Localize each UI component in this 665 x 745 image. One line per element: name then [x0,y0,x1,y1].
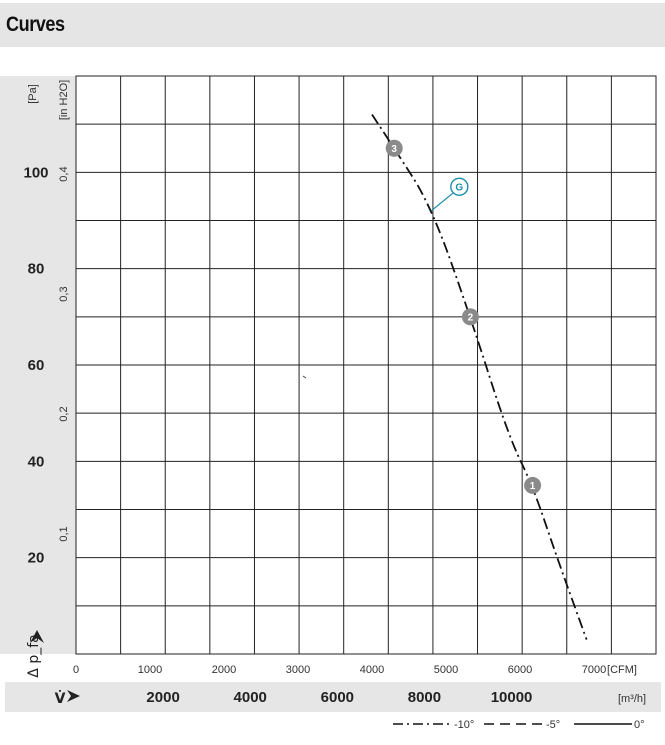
section-header: Curves [0,3,665,47]
x-tick-label-m3h: 6000 [321,689,354,706]
x-tick-label-m3h: 2000 [146,689,179,706]
y-tick-label-inh2o: 0,2 [58,406,70,421]
x-axis-arrow [67,690,80,702]
legend-label: -10° [454,719,474,731]
y-axis-band [0,76,76,654]
x-tick-label-cfm: 2000 [212,664,236,676]
legend-label: 0° [634,719,645,731]
x-unit-cfm: [CFM] [607,664,637,676]
y-tick-label-pa: 40 [28,453,45,470]
x-tick-label-cfm: 5000 [434,664,458,676]
y-tick-label-pa: 60 [28,357,45,374]
x-tick-label-cfm: 0 [73,664,79,676]
operating-point-marker [385,139,403,157]
y-unit-pa: [Pa] [27,84,39,104]
x-tick-label-m3h: 10000 [491,689,533,706]
annotation-g-label: G [455,182,463,193]
operating-point-marker [524,476,542,494]
operating-point-label: 3 [391,144,397,155]
operating-point-label: 2 [468,312,474,323]
x-tick-label-cfm: 4000 [360,664,384,676]
x-axis-band [5,682,661,712]
x-axis-label: V̇ [55,690,66,707]
operating-point-marker [461,308,479,326]
y-tick-label-inh2o: 0,3 [58,286,70,301]
operating-point-label: 1 [530,481,536,492]
y-tick-label-inh2o: 0,4 [58,166,70,181]
annotation-g-circle [450,177,469,196]
y-axis-label: Δ p_fa [26,634,42,677]
stray-mark [302,375,307,379]
annotation-leader [430,192,454,212]
x-unit-m3h: [m³/h] [618,693,646,705]
x-tick-label-cfm: 1000 [138,664,162,676]
y-tick-label-pa: 20 [28,550,45,567]
y-tick-label-pa: 100 [23,164,48,181]
y-tick-label-pa: 80 [28,261,45,278]
x-tick-label-cfm: 7000 [582,664,606,676]
x-tick-label-m3h: 4000 [234,689,267,706]
x-tick-label-cfm: 6000 [508,664,532,676]
x-tick-label-m3h: 8000 [408,689,441,706]
y-tick-label-inh2o: 0,1 [58,526,70,541]
legend-label: -5° [546,719,560,731]
y-unit-inh2o: [in H2O] [58,80,70,120]
x-tick-label-cfm: 3000 [286,664,310,676]
section-title: Curves [6,13,65,36]
y-axis-arrow [30,630,44,643]
